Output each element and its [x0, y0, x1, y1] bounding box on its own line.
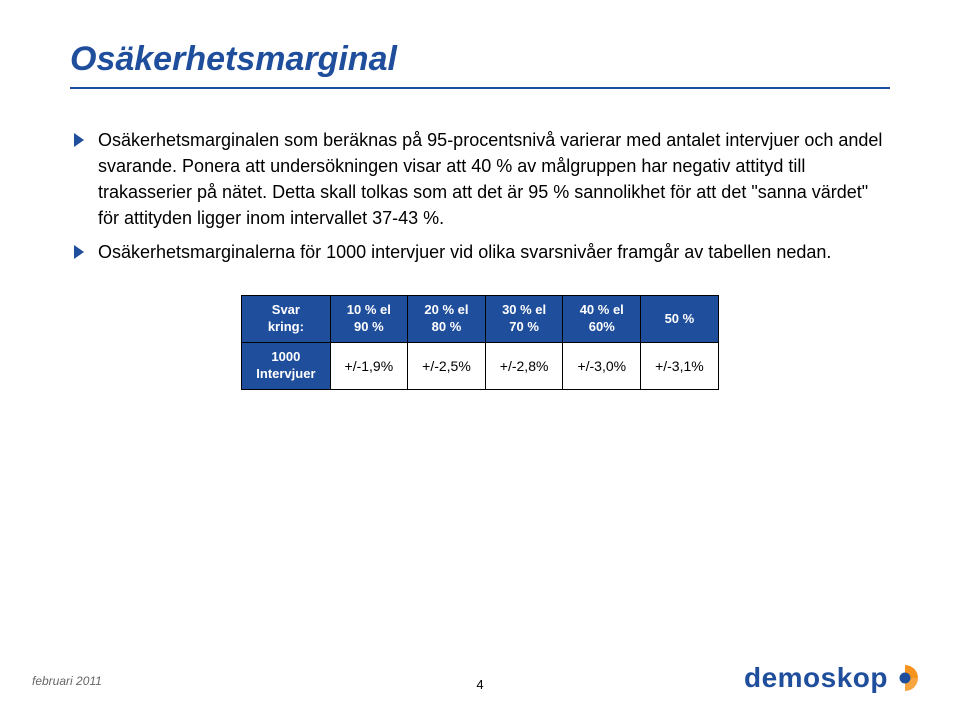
- table-cell: +/-1,9%: [330, 343, 408, 390]
- col-header: 30 % el70 %: [485, 296, 563, 343]
- title-underline: [70, 87, 890, 89]
- col-header: 10 % el90 %: [330, 296, 408, 343]
- slide: Osäkerhetsmarginal Osäkerhetsmarginalen …: [0, 0, 960, 722]
- col-header: 40 % el60%: [563, 296, 641, 343]
- table-cell: +/-2,8%: [485, 343, 563, 390]
- bullet-list: Osäkerhetsmarginalen som beräknas på 95-…: [70, 127, 890, 265]
- bullet-item: Osäkerhetsmarginalerna för 1000 intervju…: [70, 239, 890, 265]
- col-header: Svarkring:: [242, 296, 330, 343]
- table-header-row: Svarkring: 10 % el90 % 20 % el80 % 30 % …: [242, 296, 718, 343]
- col-header: 50 %: [641, 296, 719, 343]
- table-cell: +/-3,0%: [563, 343, 641, 390]
- bullet-item: Osäkerhetsmarginalen som beräknas på 95-…: [70, 127, 890, 231]
- demoskop-logo: demoskop: [744, 662, 920, 694]
- logo-mark-icon: [890, 663, 920, 693]
- margin-table: Svarkring: 10 % el90 % 20 % el80 % 30 % …: [241, 295, 718, 390]
- page-title: Osäkerhetsmarginal: [70, 40, 890, 79]
- table-cell: +/-2,5%: [408, 343, 486, 390]
- footer-date: februari 2011: [32, 674, 102, 688]
- footer-page-number: 4: [476, 677, 483, 692]
- table-container: Svarkring: 10 % el90 % 20 % el80 % 30 % …: [70, 295, 890, 390]
- logo-text: demoskop: [744, 662, 888, 694]
- table-row: 1000Intervjuer +/-1,9% +/-2,5% +/-2,8% +…: [242, 343, 718, 390]
- col-header: 20 % el80 %: [408, 296, 486, 343]
- footer: februari 2011 4 demoskop: [0, 654, 960, 694]
- table-cell: +/-3,1%: [641, 343, 719, 390]
- row-header: 1000Intervjuer: [242, 343, 330, 390]
